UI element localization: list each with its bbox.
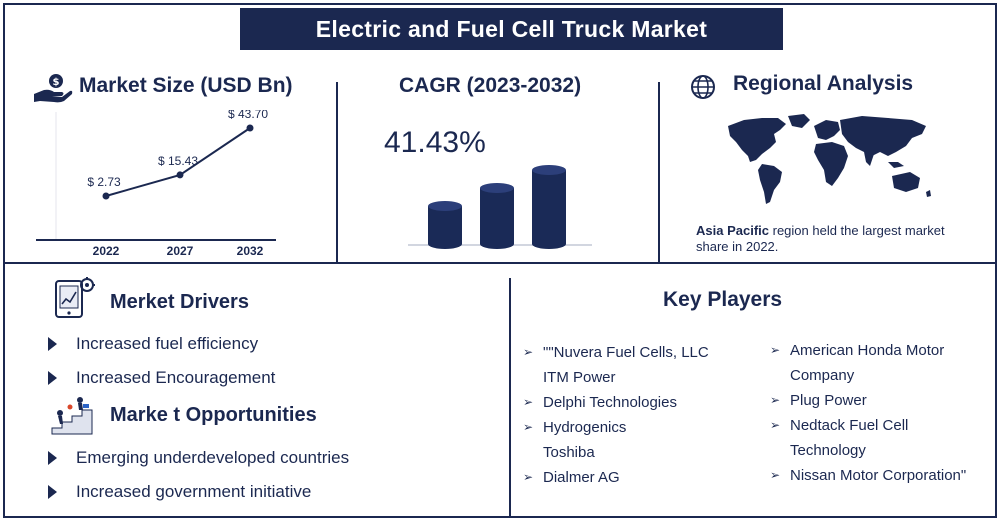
bullet-arrow-icon: [48, 485, 57, 499]
key-player-item: ➢ Hydrogenics Toshiba: [523, 415, 709, 465]
regional-note: Asia Pacific region held the largest mar…: [696, 223, 945, 255]
x-tick-label: 2032: [237, 244, 264, 258]
svg-text:$: $: [53, 77, 60, 88]
list-item: Increased government initiative: [48, 482, 349, 516]
bullet-arrow-icon: [48, 337, 57, 351]
globe-icon: [691, 75, 715, 99]
stairs-people-icon: [51, 397, 93, 435]
regional-note-text: region held the largest market: [769, 223, 945, 238]
regional-note-bold: Asia Pacific: [696, 223, 769, 238]
chevron-right-icon: ➢: [523, 420, 534, 434]
cagr-bars: [408, 165, 592, 249]
cagr-title: CAGR (2023-2032): [399, 74, 582, 97]
bullet-arrow-icon: [48, 451, 57, 465]
market-size-title: Market Size (USD Bn): [79, 74, 293, 97]
data-label: $ 2.73: [87, 175, 121, 189]
key-player-item: ➢ Delphi Technologies: [523, 390, 709, 415]
chevron-right-icon: ➢: [770, 343, 781, 357]
divider-1: [336, 82, 338, 262]
market-size-chart: $ 2.73 $ 15.43 $ 43.70 2022 2027 2032: [36, 110, 276, 258]
list-item: Increased fuel efficiency: [48, 334, 275, 368]
chevron-right-icon: ➢: [523, 470, 534, 484]
data-point: [176, 171, 184, 179]
horizontal-divider: [3, 262, 997, 264]
cagr-value: 41.43%: [384, 126, 486, 159]
key-player-item: ➢ Plug Power: [770, 388, 966, 413]
key-players-left: ➢ ""Nuvera Fuel Cells, LLC ITM Power ➢ Delp…: [523, 340, 709, 490]
regional-title: Regional Analysis: [733, 72, 914, 95]
chevron-right-icon: ➢: [523, 395, 534, 409]
x-tick-label: 2027: [167, 244, 194, 258]
money-hand-icon: $: [34, 74, 73, 103]
data-label: $ 15.43: [158, 154, 198, 168]
regional-note-line2: share in 2022.: [696, 239, 779, 254]
list-item: Increased Encouragement: [48, 368, 275, 402]
divider-2: [658, 82, 660, 262]
page-title: Electric and Fuel Cell Truck Market: [240, 8, 783, 50]
opportunities-title: Marke t Opportunities: [110, 404, 317, 426]
chevron-right-icon: ➢: [770, 393, 781, 407]
cagr-bar: [532, 165, 566, 249]
bullet-arrow-icon: [48, 371, 57, 385]
key-player-item: ➢ Dialmer AG: [523, 465, 709, 490]
data-point: [246, 124, 254, 132]
key-player-item: ➢ Nedtack Fuel Cell Technology: [770, 413, 966, 463]
key-players-right: ➢ American Honda Motor Company ➢ Plug Power…: [770, 338, 966, 488]
key-player-item: ➢ ""Nuvera Fuel Cells, LLC ITM Power: [523, 340, 709, 390]
chevron-right-icon: ➢: [523, 345, 534, 359]
drivers-title: Merket Drivers: [110, 291, 249, 313]
drivers-list: Increased fuel efficiency Increased Enco…: [48, 334, 275, 402]
x-tick-label: 2022: [93, 244, 120, 258]
divider-3: [509, 278, 511, 518]
key-player-item: ➢ American Honda Motor Company: [770, 338, 966, 388]
outer-frame: [3, 3, 997, 518]
data-point: [102, 192, 110, 200]
chevron-right-icon: ➢: [770, 418, 781, 432]
analytics-tablet-icon: [55, 277, 95, 318]
cagr-bar: [480, 183, 514, 249]
chevron-right-icon: ➢: [770, 468, 781, 482]
world-map: [728, 114, 931, 204]
key-players-title: Key Players: [663, 288, 783, 311]
data-label: $ 43.70: [228, 110, 268, 121]
list-item: Emerging underdeveloped countries: [48, 448, 349, 482]
opportunities-list: Emerging underdeveloped countries Increa…: [48, 448, 349, 516]
key-player-item: ➢ Nissan Motor Corporation": [770, 463, 966, 488]
cagr-bar: [428, 201, 462, 249]
